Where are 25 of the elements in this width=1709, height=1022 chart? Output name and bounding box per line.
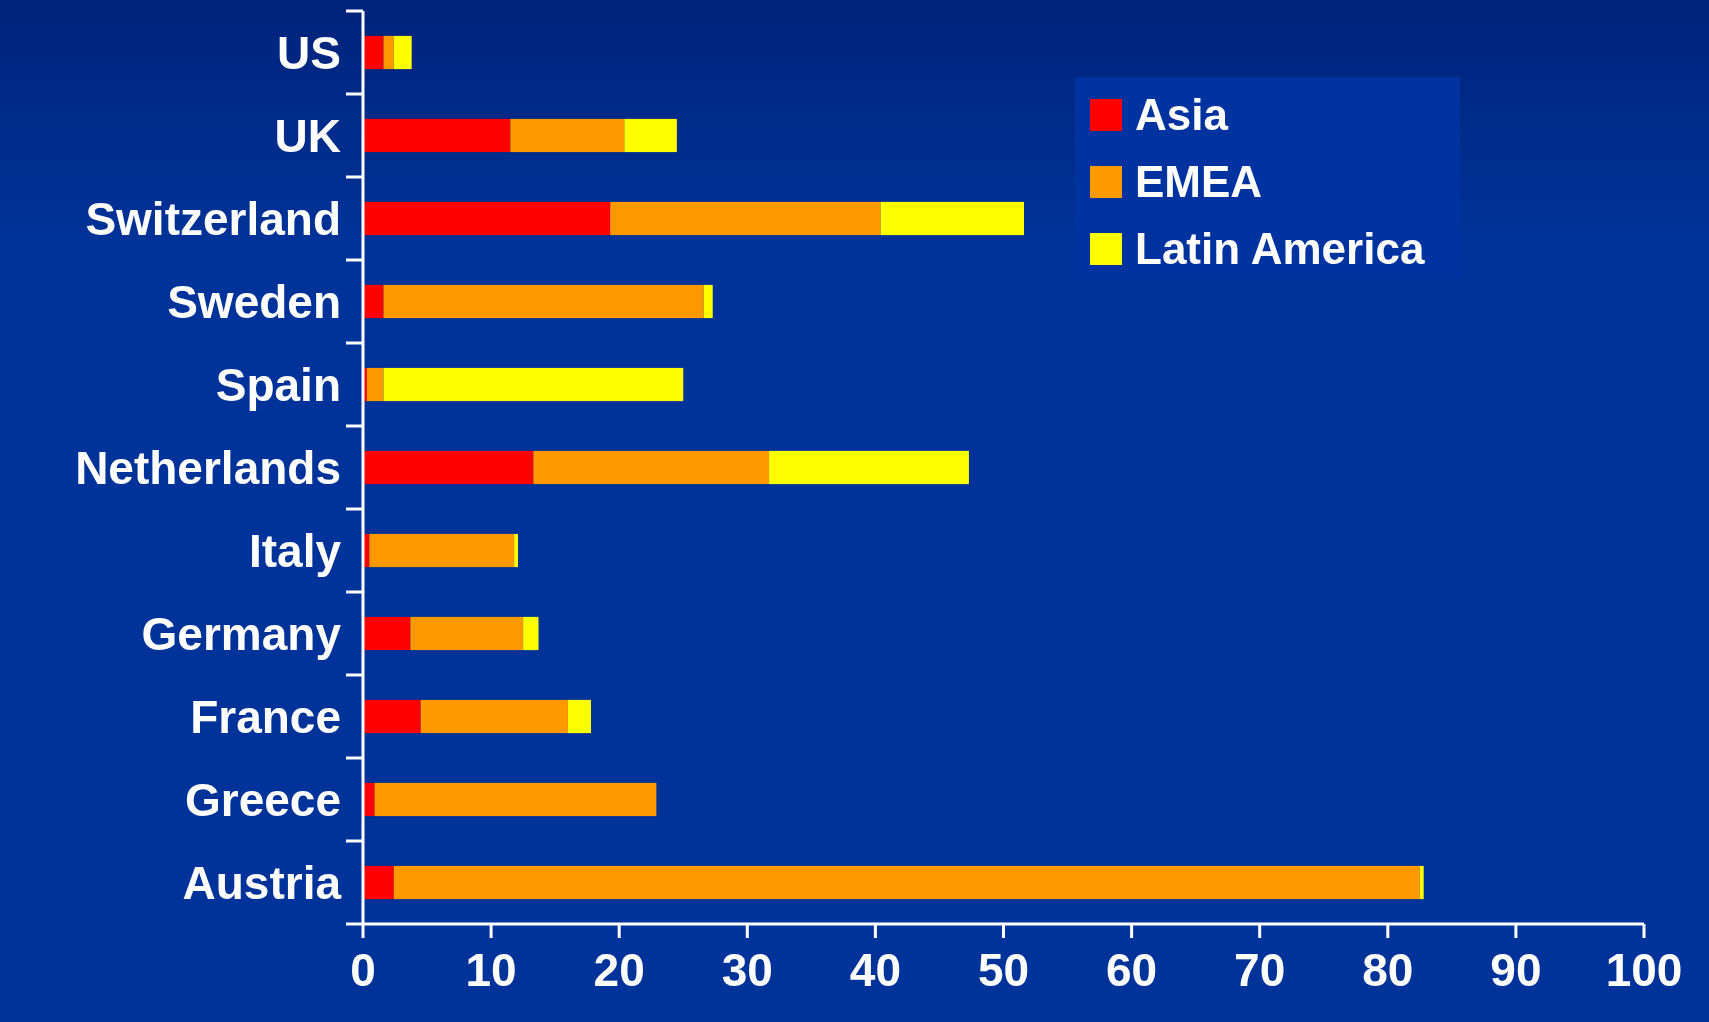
x-tick-label: 0 xyxy=(350,944,376,996)
x-tick-label: 90 xyxy=(1490,944,1542,996)
x-tick-label: 20 xyxy=(593,944,645,996)
y-tick-label: Netherlands xyxy=(75,441,341,494)
x-tick-label: 50 xyxy=(977,944,1030,996)
legend-label: Latin America xyxy=(1135,224,1425,274)
x-tick-label: 40 xyxy=(849,944,901,996)
legend-label: EMEA xyxy=(1135,157,1263,207)
legend-label: Asia xyxy=(1135,90,1229,140)
y-tick-label: Germany xyxy=(141,607,342,660)
x-tick-label: 30 xyxy=(721,944,773,996)
y-tick-label: US xyxy=(277,26,341,79)
y-tick-label: Sweden xyxy=(167,275,341,328)
y-tick-label: UK xyxy=(274,109,341,162)
y-tick-label: Austria xyxy=(182,856,342,909)
x-tick-label: 60 xyxy=(1106,944,1158,996)
y-tick-label: Switzerland xyxy=(85,192,341,245)
x-tick-label: 100 xyxy=(1605,944,1683,996)
x-tick-label: 80 xyxy=(1362,944,1414,996)
y-tick-label: Greece xyxy=(184,773,341,826)
x-tick-label: 70 xyxy=(1234,944,1286,996)
y-tick-label: Italy xyxy=(248,524,342,577)
x-tick-label: 10 xyxy=(465,944,517,996)
y-tick-label: Spain xyxy=(215,358,341,411)
y-tick-label: France xyxy=(190,690,341,743)
